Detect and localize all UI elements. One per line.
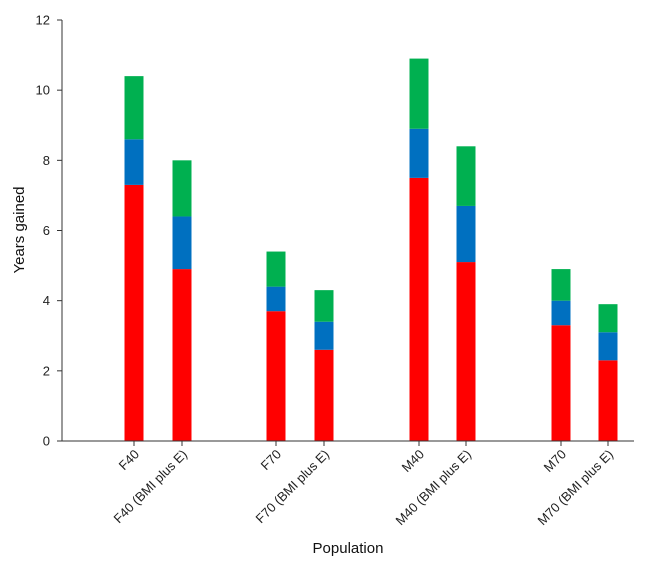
x-category-label: M40 [399,447,427,475]
bar-segment-blue-segment [172,216,192,270]
x-category-label: F40 [116,447,142,473]
y-tick-label: 6 [43,223,50,238]
bar-segment-red-segment [172,269,192,441]
y-tick-label: 0 [43,434,50,449]
y-tick-label: 2 [43,363,50,378]
bar-segment-blue-segment [266,286,286,312]
bar-segment-red-segment [456,262,476,441]
bar-segment-blue-segment [551,300,571,326]
bar-segment-blue-segment [124,139,144,185]
bar-segment-green-segment [172,160,192,217]
bar-segment-green-segment [314,290,334,322]
bar-segment-red-segment [551,325,571,441]
y-tick-label: 4 [43,293,50,308]
bar-segment-green-segment [409,58,429,129]
bar-segment-red-segment [409,177,429,441]
bar-segment-blue-segment [409,128,429,178]
x-category-label: F70 [258,447,284,473]
bar-segment-green-segment [456,146,476,206]
bar-segment-red-segment [598,360,618,441]
y-axis: 0 2 4 6 8 10 12 [36,13,63,449]
y-tick-label: 12 [36,13,50,28]
bar-segment-green-segment [266,251,286,287]
y-tick-label: 8 [43,153,50,168]
x-axis-title: Population [313,540,384,557]
bar-segment-red-segment [124,184,144,441]
bar-segment-blue-segment [314,321,334,350]
bar-segment-green-segment [124,76,144,140]
bar-segment-green-segment [551,269,571,301]
bar-segment-green-segment [598,304,618,333]
y-tick-label: 10 [36,83,50,98]
bar-segment-blue-segment [598,332,618,361]
bars-layer [124,58,618,441]
y-axis-title: Years gained [11,186,28,273]
bar-segment-red-segment [314,349,334,441]
bar-segment-red-segment [266,311,286,441]
bar-segment-blue-segment [456,205,476,263]
x-category-label: M70 [541,447,569,475]
